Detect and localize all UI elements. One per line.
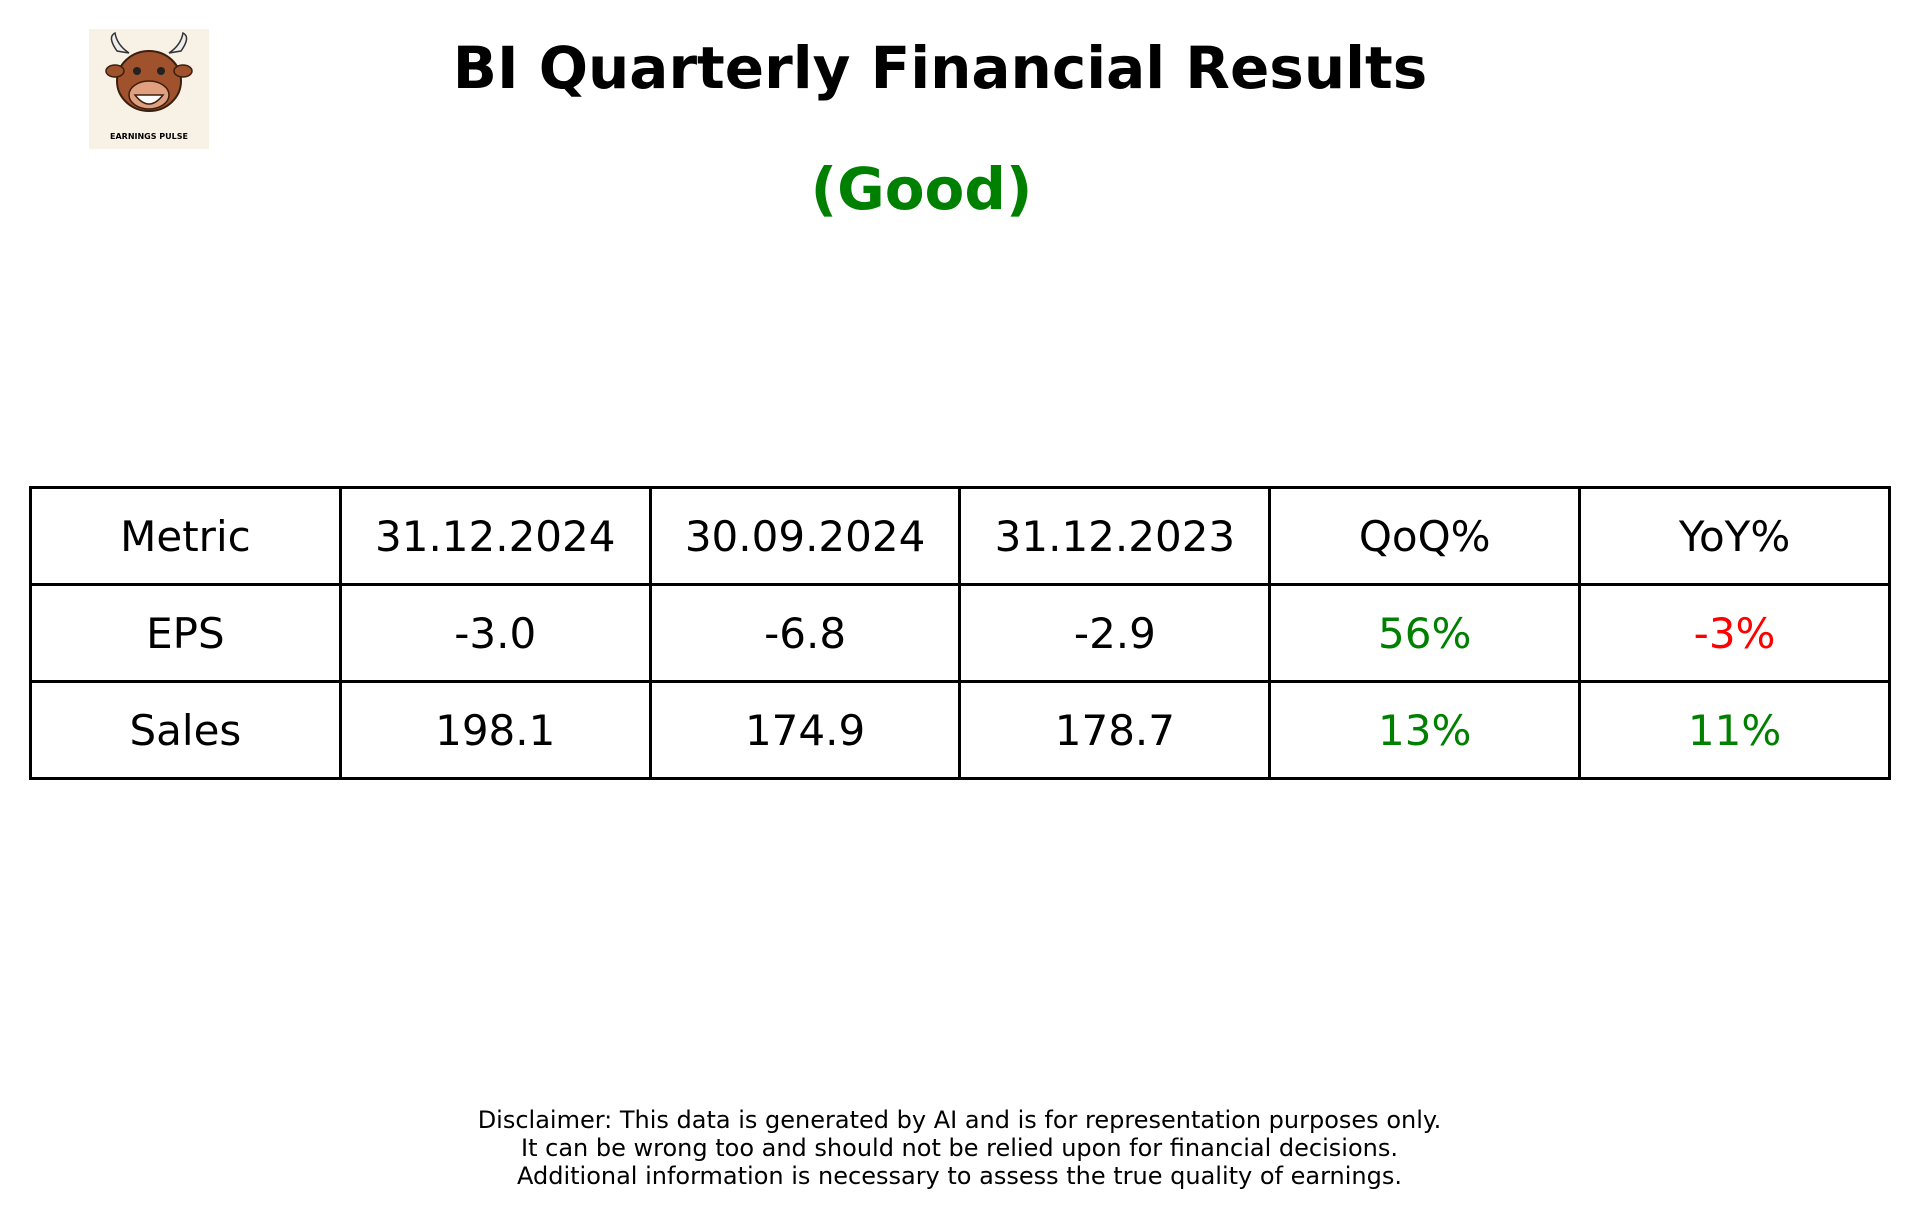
- value-cell: 174.9: [648, 680, 962, 780]
- column-header: Metric: [29, 486, 342, 586]
- column-header: QoQ%: [1268, 486, 1582, 586]
- logo-caption: EARNINGS PULSE: [110, 132, 188, 141]
- disclaimer-line: Disclaimer: This data is generated by AI…: [477, 1106, 1442, 1134]
- metric-cell: EPS: [29, 583, 342, 683]
- disclaimer-line: Additional information is necessary to a…: [516, 1162, 1402, 1190]
- title: BI Quarterly Financial Results: [452, 34, 1428, 102]
- logo: EARNINGS PULSE: [89, 29, 209, 149]
- value-cell: -2.9: [958, 583, 1272, 683]
- data-row: EPS -3.0 -6.8 -2.9 56% -3%: [29, 583, 1891, 683]
- data-row: Sales 198.1 174.9 178.7 13% 11%: [29, 680, 1891, 780]
- change-cell: 13%: [1268, 680, 1582, 780]
- value-cell: 178.7: [958, 680, 1272, 780]
- change-cell: -3%: [1578, 583, 1891, 683]
- rating: (Good): [810, 155, 1033, 223]
- value-cell: -3.0: [338, 583, 652, 683]
- metric-cell: Sales: [29, 680, 342, 780]
- disclaimer: Disclaimer: This data is generated by AI…: [0, 1106, 1919, 1190]
- change-cell: 56%: [1268, 583, 1582, 683]
- column-header: 31.12.2024: [338, 486, 652, 586]
- disclaimer-line: It can be wrong too and should not be re…: [521, 1134, 1398, 1162]
- change-cell: 11%: [1578, 680, 1891, 780]
- value-cell: 198.1: [338, 680, 652, 780]
- column-header: 31.12.2023: [958, 486, 1272, 586]
- header-row: Metric 31.12.2024 30.09.2024 31.12.2023 …: [29, 486, 1891, 586]
- column-header: 30.09.2024: [648, 486, 962, 586]
- column-header: YoY%: [1578, 486, 1891, 586]
- value-cell: -6.8: [648, 583, 962, 683]
- results-table: Metric 31.12.2024 30.09.2024 31.12.2023 …: [29, 486, 1891, 780]
